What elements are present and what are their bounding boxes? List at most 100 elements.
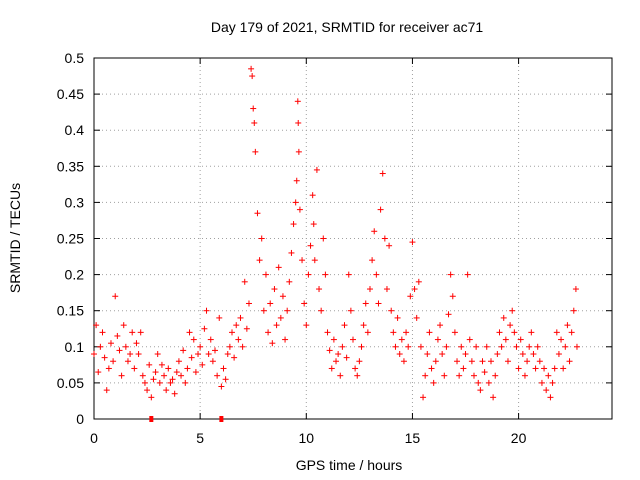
data-point: [267, 300, 274, 307]
data-point: [275, 264, 282, 271]
data-point: [207, 336, 214, 343]
data-point: [511, 329, 518, 336]
data-point: [485, 379, 492, 386]
data-point: [220, 365, 227, 372]
data-point: [515, 365, 522, 372]
data-point: [250, 105, 257, 112]
data-point: [345, 271, 352, 278]
data-point: [311, 257, 318, 264]
x-tick-label: 5: [196, 430, 204, 446]
data-point: [288, 249, 295, 256]
data-point: [112, 293, 119, 300]
data-point: [150, 376, 157, 383]
data-point: [530, 351, 537, 358]
data-point: [352, 365, 359, 372]
data-point: [262, 271, 269, 278]
data-point: [553, 329, 560, 336]
y-tick-label: 0.45: [57, 86, 84, 102]
data-point: [307, 242, 314, 249]
data-point: [330, 336, 337, 343]
data-point: [271, 286, 278, 293]
data-point: [335, 351, 342, 358]
data-point: [434, 336, 441, 343]
data-point: [566, 358, 573, 365]
data-point: [251, 119, 258, 126]
data-point: [292, 199, 299, 206]
data-point: [371, 228, 378, 235]
data-point: [249, 73, 256, 80]
y-axis-label: SRMTID / TECUs: [7, 183, 23, 293]
data-point: [97, 343, 104, 350]
data-point: [248, 65, 255, 72]
x-tick-label: 15: [405, 430, 421, 446]
data-point: [475, 379, 482, 386]
data-point: [277, 314, 284, 321]
data-point: [468, 358, 475, 365]
data-point: [205, 351, 212, 358]
data-point: [398, 336, 405, 343]
data-point: [403, 329, 410, 336]
data-point: [494, 351, 501, 358]
data-point: [286, 278, 293, 285]
data-point: [471, 372, 478, 379]
data-point: [411, 286, 418, 293]
data-point: [203, 307, 210, 314]
x-tick-label: 20: [511, 430, 527, 446]
data-point: [156, 379, 163, 386]
data-point: [322, 271, 329, 278]
data-point: [114, 332, 121, 339]
data-point: [252, 148, 259, 155]
data-point: [124, 358, 131, 365]
data-point: [101, 354, 108, 361]
data-point: [154, 351, 161, 358]
data-point: [110, 358, 117, 365]
data-point: [343, 354, 350, 361]
data-point: [212, 347, 219, 354]
data-point: [456, 372, 463, 379]
data-point: [445, 311, 452, 318]
y-tick-label: 0.4: [65, 122, 85, 138]
data-point: [161, 372, 168, 379]
data-point: [303, 322, 310, 329]
data-point: [165, 365, 172, 372]
data-point: [318, 307, 325, 314]
data-point: [105, 365, 112, 372]
data-point: [333, 358, 340, 365]
data-point: [91, 351, 97, 358]
data-point: [309, 192, 316, 199]
data-point: [316, 286, 323, 293]
data-point: [504, 358, 511, 365]
data-point: [347, 307, 354, 314]
y-tick-label: 0.25: [57, 231, 84, 247]
data-point: [390, 329, 397, 336]
data-point: [528, 329, 535, 336]
data-point: [424, 351, 431, 358]
data-point: [517, 336, 524, 343]
data-point: [454, 358, 461, 365]
data-point: [558, 336, 565, 343]
data-point: [201, 325, 208, 332]
axis-marker: [149, 416, 154, 422]
data-point: [498, 343, 505, 350]
data-point: [337, 372, 344, 379]
data-point: [477, 387, 484, 394]
data-point: [293, 177, 300, 184]
data-point: [447, 271, 454, 278]
data-point: [555, 351, 562, 358]
data-point: [443, 343, 450, 350]
data-point: [462, 351, 469, 358]
data-point: [107, 340, 114, 347]
data-point: [481, 369, 488, 376]
data-point: [507, 322, 514, 329]
data-point: [417, 343, 424, 350]
data-point: [279, 293, 286, 300]
data-point: [560, 365, 567, 372]
data-point: [428, 365, 435, 372]
data-point: [369, 257, 376, 264]
data-point: [235, 336, 242, 343]
data-point: [197, 343, 204, 350]
data-point: [360, 322, 367, 329]
axis-markers: [149, 416, 224, 422]
data-point: [324, 329, 331, 336]
data-point: [118, 372, 125, 379]
